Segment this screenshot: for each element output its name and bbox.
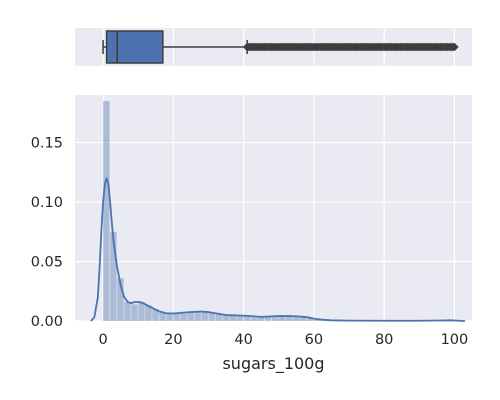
x-tick-label-2: 40: [234, 332, 252, 348]
x-tick-label-5: 100: [441, 332, 469, 348]
x-tick-label-4: 80: [375, 332, 393, 348]
box-plot-outliers: [244, 44, 458, 51]
histogram-bar-5: [138, 302, 144, 321]
histogram-bar-20: [244, 316, 250, 321]
histogram-bar-11: [180, 314, 186, 321]
x-tick-label-1: 20: [164, 332, 182, 348]
histogram-panel: 0.00 0.05 0.10 0.15 0 20 40 60 80 100 sugars_100…: [31, 95, 472, 374]
y-tick-label-3: 0.15: [31, 136, 63, 152]
y-tick-label-1: 0.05: [31, 255, 63, 271]
histogram-bar-12: [187, 313, 193, 321]
histogram-background: [75, 95, 472, 321]
x-axis-label: sugars_100g: [222, 354, 324, 374]
x-tick-label-3: 60: [305, 332, 323, 348]
histogram-bar-14: [201, 311, 207, 321]
histogram-bar-15: [209, 313, 215, 321]
histogram-bar-19: [237, 316, 243, 321]
y-tick-label-0: 0.00: [31, 314, 63, 330]
histogram-bar-4: [131, 304, 137, 321]
histogram-bar-21: [251, 317, 257, 321]
histogram-bar-22: [258, 317, 264, 321]
histogram-bar-10: [173, 314, 179, 321]
x-tick-label-0: 0: [98, 332, 107, 348]
histogram-bar-9: [166, 314, 172, 321]
box-plot-iqr-box: [107, 31, 163, 63]
y-tick-label-2: 0.10: [31, 195, 63, 211]
y-axis-tick-labels: 0.00 0.05 0.10 0.15: [31, 136, 63, 330]
box-panel: [75, 28, 472, 66]
histogram-bar-13: [194, 311, 200, 321]
histogram-bar-3: [124, 302, 130, 321]
histogram-bar-0: [103, 101, 109, 321]
histogram-bar-8: [159, 313, 165, 321]
x-axis-tick-labels: 0 20 40 60 80 100: [98, 332, 468, 348]
